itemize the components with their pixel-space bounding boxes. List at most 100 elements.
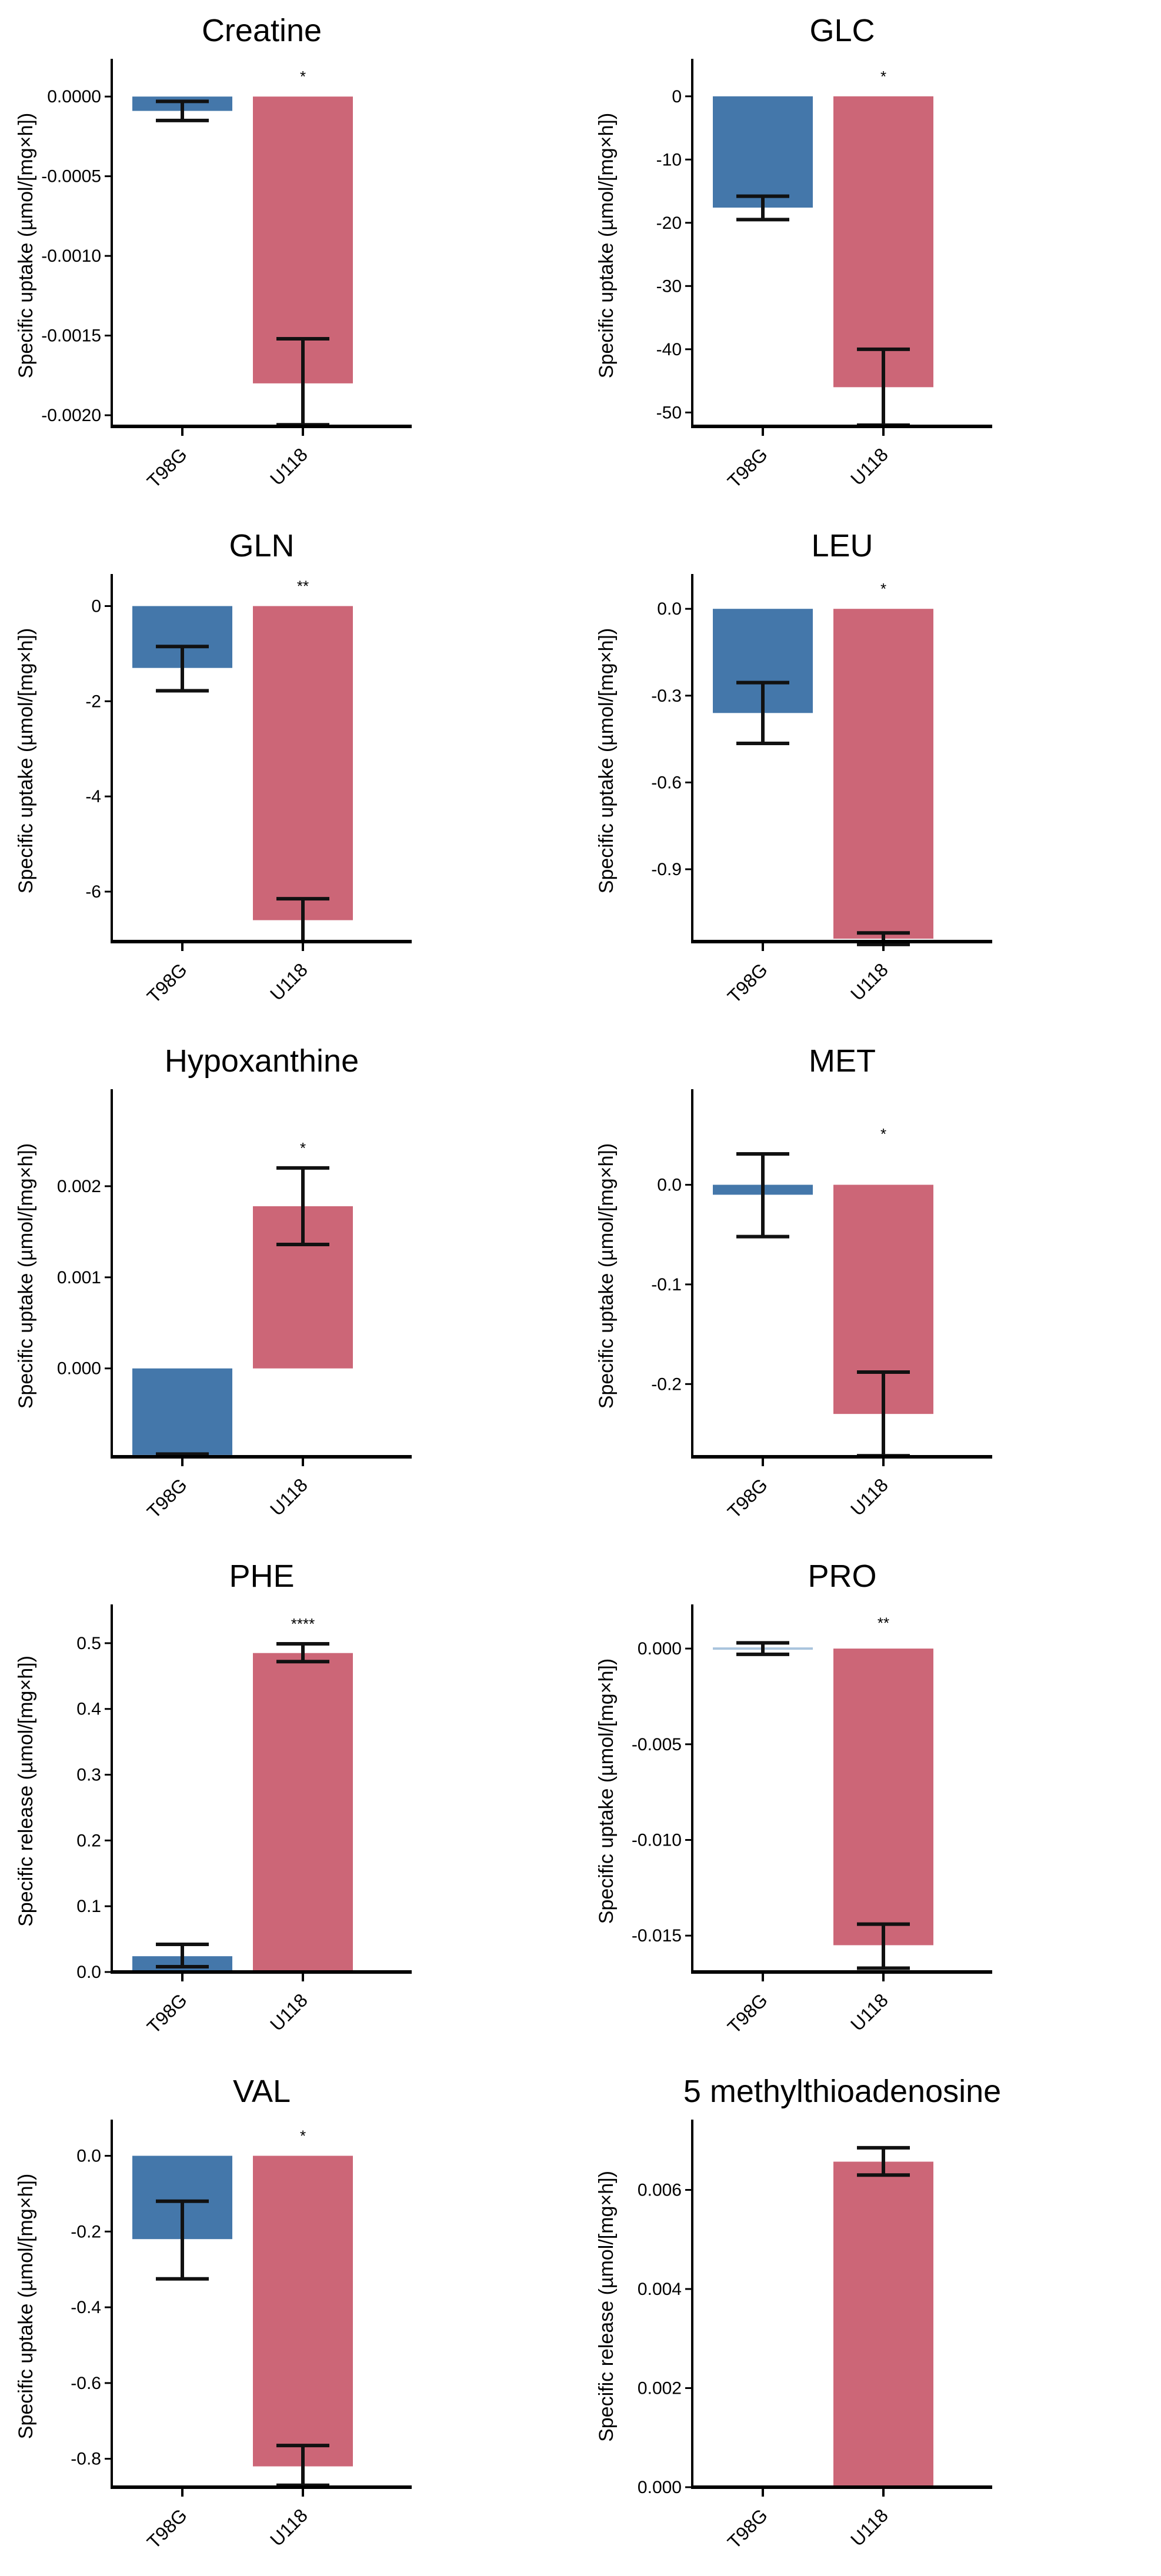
x-tick-label: U118 — [846, 2504, 892, 2550]
chart-title: PRO — [808, 1559, 876, 1594]
chart-panel-val: VAL T98G U118 * 0.0 -0.2 -0.4 -0.6 -0.8 Specific … — [15, 2074, 412, 2553]
x-tick-label: U118 — [846, 1474, 892, 1520]
y-tick-label: -0.1 — [651, 1275, 682, 1294]
y-tick-label: -0.005 — [632, 1735, 682, 1754]
y-tick-label: -0.0010 — [41, 246, 101, 266]
chart-panel-creatine: Creatine T98G U118 * 0.0000 -0.0005 -0.0010 -0.… — [15, 13, 412, 492]
x-tick-label: T98G — [143, 443, 191, 492]
x-tick-label: U118 — [266, 2504, 312, 2550]
y-tick-label: -0.9 — [651, 860, 682, 879]
x-tick-label: T98G — [143, 2504, 191, 2552]
x-tick-label: T98G — [723, 1989, 772, 2037]
chart-title: 5 methylthioadenosine — [683, 2074, 1001, 2109]
x-tick-label: T98G — [723, 443, 772, 492]
error-bar-u118 — [857, 1922, 910, 1970]
y-tick-label: 0.0000 — [47, 87, 101, 106]
y-tick-label: 0.002 — [638, 2379, 682, 2398]
x-tick-label: T98G — [143, 1474, 191, 1522]
y-tick-label: -6 — [85, 882, 101, 902]
y-axis-label: Specific uptake (µmol/[mg×h]) — [595, 1143, 618, 1409]
chart-title: LEU — [811, 528, 873, 563]
y-axis-label: Specific release (µmol/[mg×h]) — [595, 2171, 618, 2442]
bar-u118 — [833, 1649, 933, 1946]
y-tick-label: -50 — [656, 403, 682, 422]
error-bar-u118 — [276, 2444, 329, 2487]
y-tick-label: -40 — [656, 340, 682, 359]
error-bar-t98g — [156, 2199, 209, 2281]
x-tick-label: T98G — [723, 959, 772, 1007]
chart-panel-met: MET T98G U118 * 0.0 -0.1 -0.2 Specific uptake (… — [595, 1043, 992, 1523]
bar-u118 — [253, 1653, 353, 1972]
chart-panel-leu: LEU T98G U118 * 0.0 -0.3 -0.6 -0.9 Specific upta… — [595, 528, 992, 1007]
y-axis-label: Specific uptake (µmol/[mg×h]) — [15, 113, 37, 378]
error-bar-t98g — [736, 680, 789, 745]
error-bar-u118 — [276, 1166, 329, 1247]
x-tick-label: U118 — [846, 443, 892, 489]
y-axis-label: Specific release (µmol/[mg×h]) — [15, 1656, 37, 1927]
x-tick-label: U118 — [266, 959, 312, 1005]
y-tick-label: 0.0 — [657, 599, 682, 619]
y-tick-label: -0.8 — [71, 2450, 101, 2469]
y-tick-label: -2 — [85, 692, 101, 711]
bar-t98g — [713, 96, 813, 208]
y-tick-label: -0.3 — [651, 686, 682, 706]
y-tick-label: -4 — [85, 787, 101, 806]
y-tick-label: 0.0 — [657, 1175, 682, 1194]
y-tick-label: -0.010 — [632, 1830, 682, 1850]
x-tick-label: T98G — [723, 1474, 772, 1522]
bar-u118 — [833, 96, 933, 388]
y-tick-label: -30 — [656, 276, 682, 296]
y-tick-label: -0.0020 — [41, 406, 101, 425]
significance-marker: ** — [297, 578, 309, 595]
y-tick-label: -0.2 — [651, 1374, 682, 1394]
x-tick-label: U118 — [846, 1989, 892, 2035]
significance-marker: * — [300, 2127, 306, 2145]
chart-panel-gln: GLN T98G U118 ** 0 -2 -4 -6 Specific uptake (µmo… — [15, 528, 412, 1007]
y-tick-label: 0.002 — [57, 1177, 101, 1196]
x-tick-label: U118 — [266, 1989, 312, 2035]
y-tick-label: -0.6 — [651, 773, 682, 792]
y-tick-label: 0.000 — [57, 1359, 101, 1379]
y-tick-label: 0.001 — [57, 1268, 101, 1287]
chart-panel-phe: PHE T98G U118 **** 0.0 0.1 0.2 0.3 0.4 0.5 Specifi… — [15, 1559, 412, 2038]
bar-u118 — [253, 2155, 353, 2467]
y-axis-label: Specific uptake (µmol/[mg×h]) — [15, 628, 37, 893]
significance-marker: * — [880, 580, 886, 598]
significance-marker: **** — [291, 1615, 315, 1633]
chart-panel-pro: PRO T98G U118 ** 0.000 -0.005 -0.010 -0.015 Spec… — [595, 1559, 992, 2038]
x-tick-label: T98G — [143, 1989, 191, 2037]
error-bar-t98g — [156, 645, 209, 693]
x-tick-label: U118 — [846, 959, 892, 1005]
y-tick-label: 0 — [672, 87, 682, 106]
chart-panel-5-methylthioadenosine: 5 methylthioadenosine T98G U118 0.000 0.002 0… — [595, 2074, 1001, 2553]
y-tick-label: -0.0005 — [41, 167, 101, 186]
significance-marker: ** — [878, 1614, 889, 1631]
y-tick-label: 0.0 — [76, 2147, 101, 2166]
y-tick-label: -0.6 — [71, 2374, 101, 2393]
significance-marker: * — [300, 1139, 306, 1157]
chart-panel-glc: GLC T98G U118 * 0 -10 -20 -30 -40 -50 Specific upt… — [595, 13, 992, 492]
chart-title: Hypoxanthine — [165, 1043, 359, 1079]
error-bar-t98g — [156, 99, 209, 122]
bar-u118 — [833, 2161, 933, 2487]
chart-panel-hypoxanthine: Hypoxanthine T98G U118 * 0.000 0.001 0.002 Spec… — [15, 1043, 412, 1523]
bar-u118 — [253, 606, 353, 920]
chart-title: GLC — [809, 13, 875, 48]
y-tick-label: 0.2 — [76, 1831, 101, 1850]
y-axis-label: Specific uptake (µmol/[mg×h]) — [595, 1659, 618, 1924]
error-bar-t98g — [156, 1943, 209, 1969]
error-bar-t98g — [736, 194, 789, 222]
x-tick-label: T98G — [723, 2504, 772, 2552]
y-axis-label: Specific uptake (µmol/[mg×h]) — [595, 113, 618, 378]
significance-marker: * — [300, 68, 306, 85]
y-axis-label: Specific uptake (µmol/[mg×h]) — [595, 628, 618, 893]
chart-title: VAL — [233, 2074, 291, 2109]
y-tick-label: 0.006 — [638, 2181, 682, 2200]
y-tick-label: -0.015 — [632, 1926, 682, 1946]
significance-marker: * — [880, 1125, 886, 1143]
bar-u118 — [833, 609, 933, 939]
y-tick-label: 0.5 — [76, 1634, 101, 1653]
y-tick-label: 0 — [91, 597, 101, 616]
y-tick-label: 0.4 — [76, 1700, 101, 1719]
